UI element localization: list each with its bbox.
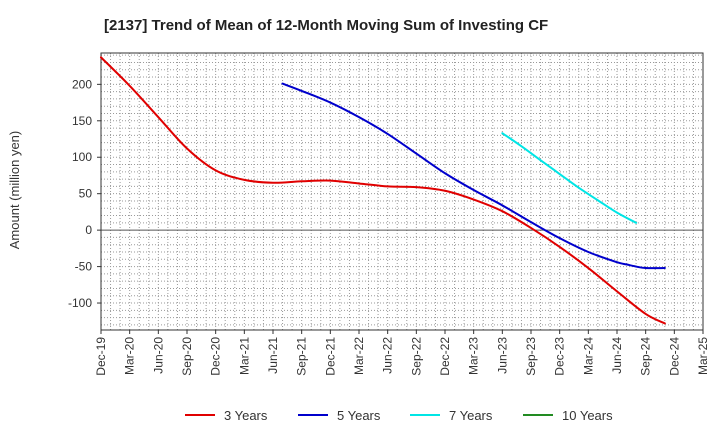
legend-label-3-years: 3 Years [224, 408, 268, 423]
series-line-5-years [281, 82, 666, 270]
y-tick-label: 200 [72, 77, 92, 91]
y-tick-label: 100 [72, 150, 92, 164]
x-tick-label: Dec-20 [209, 337, 223, 376]
x-tick-label: Jun-22 [381, 337, 395, 374]
x-tick-label: Sep-23 [524, 337, 538, 376]
y-tick-label: -100 [68, 296, 92, 310]
x-tick-label: Mar-20 [123, 337, 137, 375]
chart-title: [2137] Trend of Mean of 12-Month Moving … [104, 17, 548, 34]
series-line-3-years [100, 56, 666, 325]
x-tick-label: Sep-20 [180, 337, 194, 376]
legend-label-10-years: 10 Years [562, 408, 613, 423]
x-tick-label: Mar-22 [352, 337, 366, 375]
y-tick-label: 50 [79, 187, 93, 201]
legend-label-7-years: 7 Years [449, 408, 493, 423]
x-tick-label: Jun-21 [266, 337, 280, 374]
x-tick-label: Jun-23 [495, 337, 509, 374]
x-tick-label: Jun-20 [151, 337, 165, 374]
x-tick-label: Sep-22 [409, 337, 423, 376]
x-tick-label: Mar-25 [696, 337, 710, 375]
x-tick-label: Mar-23 [467, 337, 481, 375]
y-tick-label: 150 [72, 114, 92, 128]
legend: 3 Years 5 Years 7 Years 10 Years [185, 408, 613, 423]
y-tick-label: 0 [85, 223, 92, 237]
y-axis-label: Amount (million yen) [7, 131, 22, 250]
x-tick-label: Jun-24 [610, 337, 624, 374]
x-tick-label: Mar-21 [237, 337, 251, 375]
x-tick-label: Sep-21 [295, 337, 309, 376]
series-line-7-years [501, 132, 638, 224]
x-tick-label: Dec-19 [94, 337, 108, 376]
plot-frame [100, 52, 704, 331]
legend-label-5-years: 5 Years [337, 408, 381, 423]
plot-area: 200 150 100 50 0 -50 -100 Dec-19 Mar-20 Jun-20 Sep… [68, 52, 710, 376]
x-tick-label: Sep-24 [639, 337, 653, 376]
x-tick-label: Dec-24 [667, 337, 681, 376]
x-tick-label: Dec-23 [553, 337, 567, 376]
x-tick-label: Dec-21 [323, 337, 337, 376]
x-tick-label: Dec-22 [438, 337, 452, 376]
x-tick-label: Mar-24 [581, 337, 595, 375]
y-tick-label: -50 [75, 260, 93, 274]
